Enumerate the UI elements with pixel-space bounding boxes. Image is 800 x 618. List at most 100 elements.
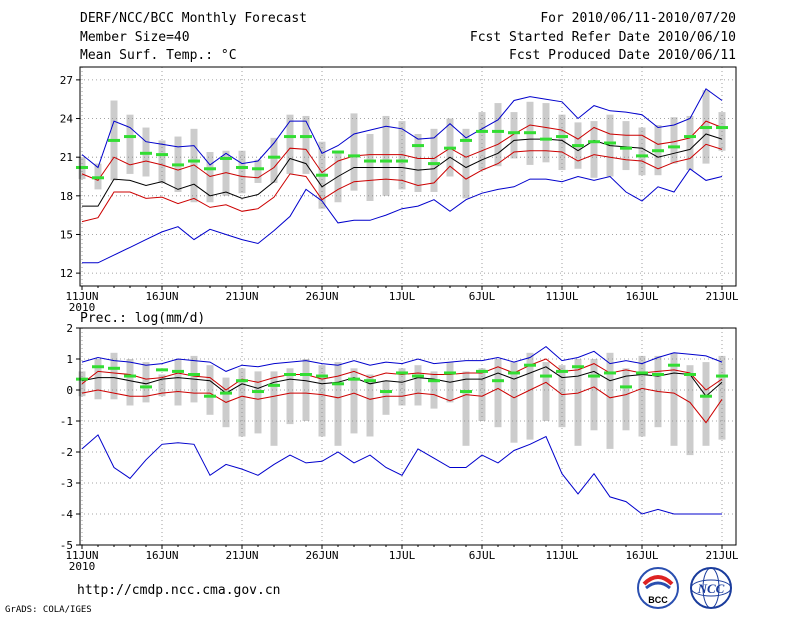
y-tick-label: 27	[60, 74, 73, 87]
spread-box	[526, 352, 534, 440]
y-tick-label: -1	[60, 415, 73, 428]
x-tick-label: 21JUN	[225, 549, 258, 562]
spread-box	[670, 117, 678, 164]
spread-box	[334, 362, 342, 446]
spread-box	[542, 362, 550, 421]
x-tick-label: 16JUN	[145, 549, 178, 562]
spread-box	[206, 365, 214, 415]
bcc-logo-text: BCC	[648, 595, 668, 605]
x-tick-label: 1JUL	[389, 549, 416, 562]
spread-box	[622, 121, 630, 171]
panel-2	[76, 327, 737, 549]
ncc-logo: NCC	[690, 567, 732, 609]
y-tick-label: -2	[60, 446, 73, 459]
spread-box	[430, 371, 438, 409]
y-tick-label: 15	[60, 228, 73, 241]
spread-box	[382, 115, 390, 196]
spread-box	[670, 352, 678, 446]
plot-frame	[79, 327, 737, 546]
produced-date: Fcst Produced Date 2010/06/11	[509, 48, 736, 63]
spread-box	[622, 368, 630, 431]
x-tick-label: 21JUL	[705, 290, 738, 303]
ncc-logo-text: NCC	[697, 581, 725, 596]
spread-box	[270, 137, 278, 183]
x-year-label: 2010	[69, 301, 96, 314]
spread-box	[590, 121, 598, 178]
x-tick-label: 6JUL	[469, 290, 496, 303]
x-tick-label: 26JUN	[305, 290, 338, 303]
bcc-logo: BCC	[637, 567, 679, 609]
spread-box	[718, 355, 726, 440]
x-tick-label: 1JUL	[389, 290, 416, 303]
spread-box	[190, 128, 198, 203]
x-tick-label: 21JUL	[705, 549, 738, 562]
spread-box	[478, 368, 486, 421]
spread-box	[558, 114, 566, 171]
y-tick-label: 2	[66, 322, 73, 335]
panel-1	[76, 66, 737, 290]
spread-box	[398, 368, 406, 406]
spread-box	[126, 114, 134, 174]
x-tick-label: 16JUN	[145, 290, 178, 303]
x-year-label: 2010	[69, 560, 96, 573]
spread-box	[110, 352, 118, 400]
x-tick-label: 6JUL	[469, 549, 496, 562]
spread-box	[686, 365, 694, 456]
spread-box	[174, 359, 182, 406]
series-lower	[81, 143, 723, 223]
spread-box	[702, 362, 710, 446]
y-tick-label: 12	[60, 267, 73, 280]
x-tick-label: 26JUN	[305, 549, 338, 562]
series-mean	[82, 133, 723, 207]
spread-box	[414, 365, 422, 406]
y-tick-label: -3	[60, 477, 73, 490]
spread-box	[494, 103, 502, 167]
spread-box	[510, 362, 518, 443]
spread-box	[590, 359, 598, 431]
spread-box	[686, 115, 694, 171]
y-tick-label: -4	[60, 508, 74, 521]
spread-box	[510, 112, 518, 159]
spread-box	[270, 371, 278, 446]
spread-box	[126, 359, 134, 406]
chart-title: DERF/NCC/BCC Monthly Forecast	[80, 11, 307, 26]
x-tick-label: 21JUN	[225, 290, 258, 303]
series-upper	[81, 120, 723, 182]
spread-box	[478, 112, 486, 171]
spread-box	[142, 362, 150, 403]
y-tick-label: 24	[60, 113, 74, 126]
refer-date: Fcst Started Refer Date 2010/06/10	[469, 30, 736, 45]
spread-box	[430, 128, 438, 192]
x-tick-label: 11JUN	[65, 290, 98, 303]
y-tick-label: -5	[60, 539, 73, 552]
spread-box	[350, 368, 358, 434]
spread-box	[462, 128, 470, 199]
series-min	[81, 434, 722, 515]
spread-box	[286, 114, 294, 174]
spread-box	[286, 368, 294, 425]
spread-box	[542, 103, 550, 163]
spread-box	[222, 150, 230, 196]
spread-box	[238, 368, 246, 437]
spread-box	[414, 133, 422, 192]
y-tick-label: 21	[60, 151, 73, 164]
series-mean	[81, 366, 723, 397]
spread-box	[366, 374, 374, 437]
source-url[interactable]: http://cmdp.ncc.cma.gov.cn	[77, 583, 281, 598]
spread-box	[302, 359, 310, 421]
x-tick-label: 16JUL	[625, 549, 658, 562]
spread-box	[206, 152, 214, 203]
spread-box	[94, 359, 102, 400]
spread-box	[302, 115, 310, 174]
spread-box	[350, 113, 358, 191]
x-tick-label: 16JUL	[625, 290, 658, 303]
y-tick-label: 1	[66, 353, 73, 366]
series-max	[81, 345, 723, 372]
spread-box	[462, 371, 470, 446]
series-lower	[81, 381, 723, 424]
y-tick-label: 0	[66, 384, 73, 397]
series-min	[82, 168, 723, 264]
spread-box	[574, 359, 582, 446]
spread-box	[158, 140, 166, 183]
